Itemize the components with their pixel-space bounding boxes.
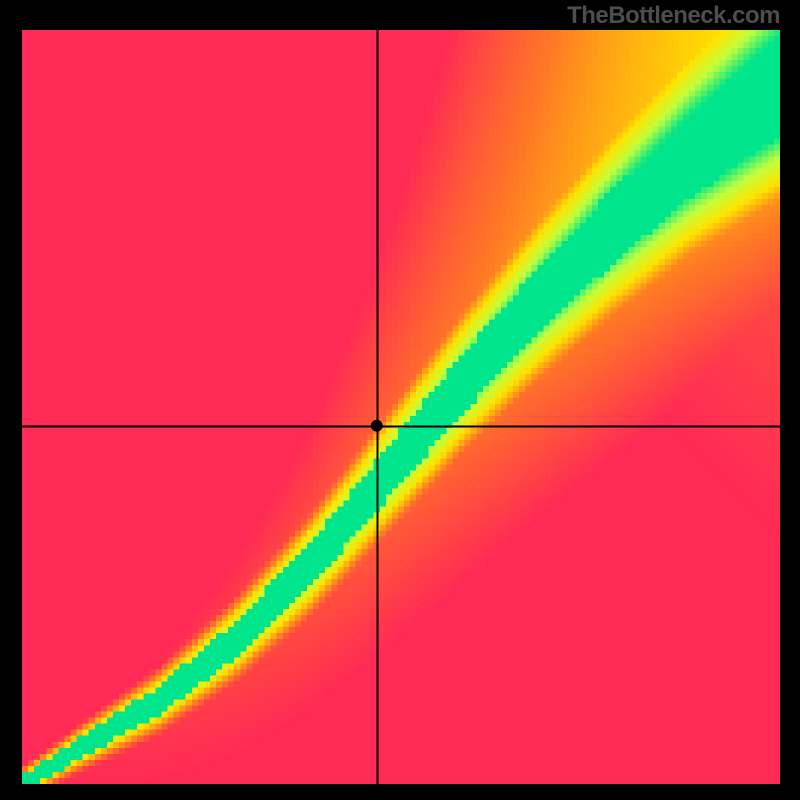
crosshair-overlay	[22, 30, 780, 784]
chart-container: TheBottleneck.com	[0, 0, 800, 800]
watermark-text: TheBottleneck.com	[567, 2, 780, 30]
